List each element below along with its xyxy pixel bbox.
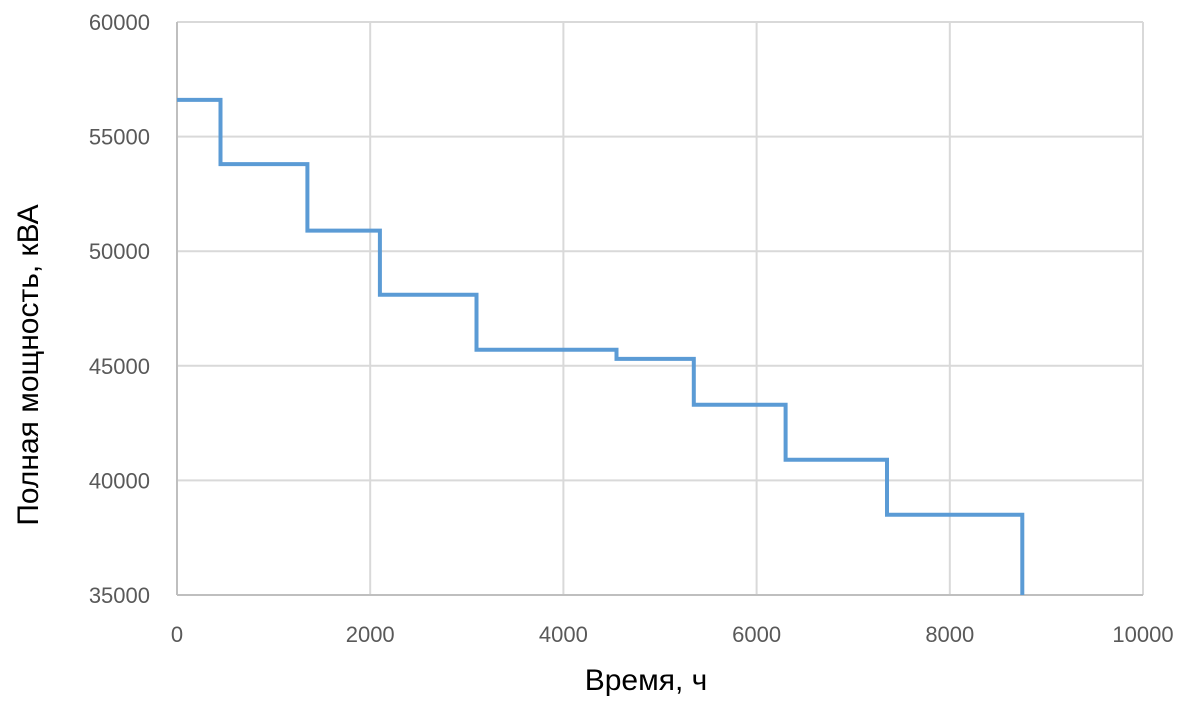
- tick-labels: 0 2000 4000 6000 8000 10000 35000 40000 45000 500…: [89, 10, 1174, 647]
- y-tick-label: 35000: [89, 583, 150, 608]
- y-tick-label: 50000: [89, 239, 150, 264]
- series-layer: [177, 97, 1025, 595]
- x-tick-label: 4000: [539, 622, 588, 647]
- x-tick-label: 8000: [925, 622, 974, 647]
- axes: [176, 22, 1143, 596]
- grid-lines: [176, 21, 1144, 596]
- x-tick-label: 2000: [346, 622, 395, 647]
- x-axis-title: Время, ч: [585, 664, 708, 697]
- y-tick-label: 45000: [89, 354, 150, 379]
- x-tick-label: 6000: [732, 622, 781, 647]
- y-tick-label: 40000: [89, 468, 150, 493]
- y-axis-title: Полная мощность, кВА: [12, 204, 45, 525]
- x-tick-label: 0: [171, 622, 183, 647]
- y-tick-label: 55000: [89, 125, 150, 150]
- x-tick-label: 10000: [1112, 622, 1173, 647]
- series-line: [177, 97, 1025, 595]
- y-tick-label: 60000: [89, 10, 150, 35]
